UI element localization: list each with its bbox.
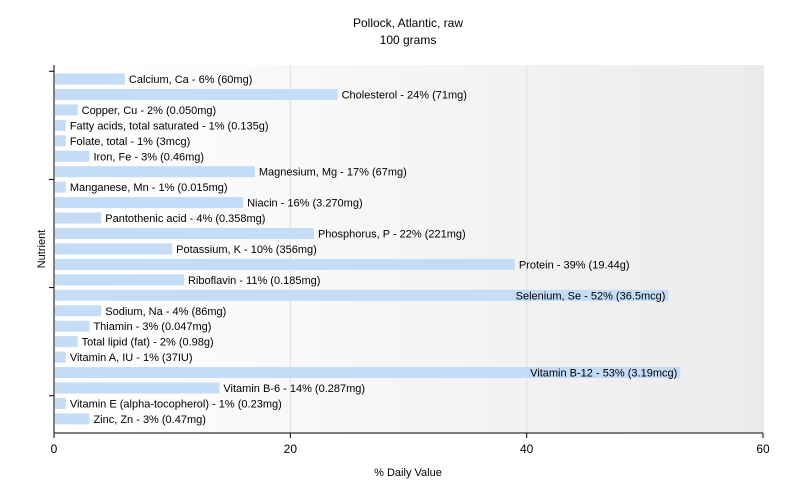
bar	[55, 367, 681, 379]
bar	[55, 73, 125, 85]
bar-label: Vitamin B-12 - 53% (3.19mcg)	[530, 368, 677, 380]
bar	[55, 212, 102, 224]
bar	[55, 382, 220, 394]
bar	[55, 197, 244, 209]
chart-title: Pollock, Atlantic, raw	[353, 16, 463, 30]
bar-label: Vitamin B-6 - 14% (0.287mg)	[223, 383, 365, 395]
bar-label: Potassium, K - 10% (356mg)	[176, 244, 317, 256]
bar-label: Pantothenic acid - 4% (0.358mg)	[105, 213, 265, 225]
bar-label: Vitamin A, IU - 1% (37IU)	[70, 352, 193, 364]
bar	[55, 258, 515, 270]
bar	[55, 166, 255, 178]
y-axis-title: Nutrient	[36, 230, 48, 269]
bar	[55, 243, 173, 255]
bar-label: Manganese, Mn - 1% (0.015mg)	[70, 182, 228, 194]
bar-label: Cholesterol - 24% (71mg)	[342, 89, 467, 101]
bar	[55, 397, 66, 409]
x-tick-label: 60	[756, 442, 770, 456]
bar	[55, 305, 102, 317]
bar-label: Thiamin - 3% (0.047mg)	[93, 321, 211, 333]
bar-label: Magnesium, Mg - 17% (67mg)	[259, 167, 407, 179]
bar-label: Copper, Cu - 2% (0.050mg)	[82, 105, 217, 117]
axes: 0 20 40 60	[49, 65, 770, 456]
bar-label: Total lipid (fat) - 2% (0.98g)	[82, 337, 214, 349]
x-axis-title: % Daily Value	[374, 467, 442, 479]
chart-subtitle: 100 grams	[380, 33, 437, 47]
bar	[55, 274, 184, 286]
x-tick-label: 20	[284, 442, 298, 456]
bar	[55, 88, 338, 100]
bar	[55, 336, 78, 348]
bar	[55, 351, 66, 363]
x-tick-label: 0	[51, 442, 58, 456]
bar	[55, 150, 90, 162]
bar	[55, 181, 66, 193]
bar-label: Iron, Fe - 3% (0.46mg)	[93, 151, 204, 163]
bar	[55, 413, 90, 425]
x-tick-label: 40	[520, 442, 534, 456]
bar-label: Niacin - 16% (3.270mg)	[247, 198, 363, 210]
bar	[55, 320, 90, 332]
bar-label: Sodium, Na - 4% (86mg)	[105, 306, 226, 318]
bar-label: Vitamin E (alpha-tocopherol) - 1% (0.23m…	[70, 398, 282, 410]
bar-label: Riboflavin - 11% (0.185mg)	[188, 275, 320, 287]
bar	[55, 289, 669, 301]
bar	[55, 135, 66, 147]
bar-labels: Calcium, Ca - 6% (60mg) Cholesterol - 24%…	[70, 74, 677, 426]
bar-label: Zinc, Zn - 3% (0.47mg)	[93, 414, 205, 426]
bar-label: Calcium, Ca - 6% (60mg)	[129, 74, 252, 86]
bar	[55, 228, 314, 239]
bar-label: Phosphorus, P - 22% (221mg)	[318, 229, 466, 241]
bar-label: Selenium, Se - 52% (36.5mcg)	[516, 290, 666, 302]
bar-label: Fatty acids, total saturated - 1% (0.135…	[70, 120, 269, 132]
bars	[55, 73, 681, 425]
bar	[55, 119, 66, 131]
bar-label: Folate, total - 1% (3mcg)	[70, 136, 190, 148]
bar-label: Protein - 39% (19.44g)	[519, 259, 630, 271]
bar	[55, 104, 78, 116]
